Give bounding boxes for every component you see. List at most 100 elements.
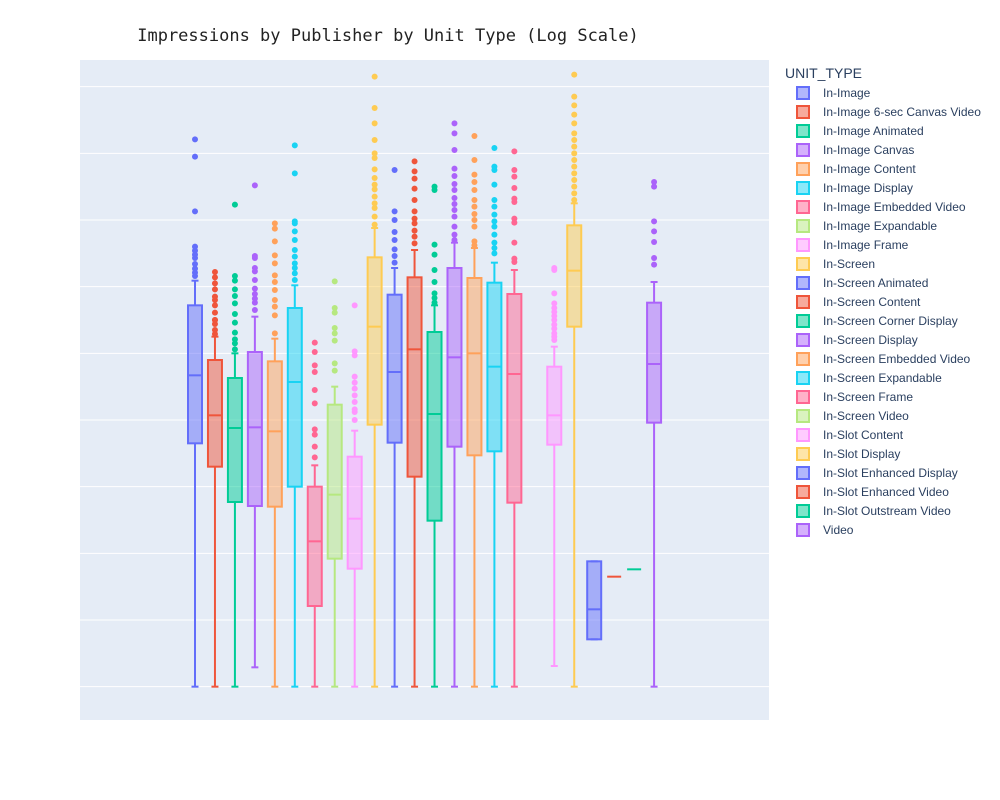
outlier-point [371,213,378,220]
legend-item[interactable]: In-Screen Corner Display [796,314,958,328]
box-iqr [246,351,263,507]
legend-item[interactable]: In-Screen Display [796,333,918,347]
legend-swatch [796,86,810,100]
legend[interactable]: UNIT_TYPE In-Image In-Image 6-sec Canvas … [785,65,981,537]
legend-item[interactable]: Video [796,523,854,537]
box-in-screen-display[interactable] [446,120,463,688]
outlier-point [271,297,278,303]
legend-item[interactable]: In-Image Content [796,162,916,176]
legend-swatch [796,276,810,290]
outlier-point [351,406,358,413]
legend-item[interactable]: In-Image [796,86,871,100]
box-in-screen-animated[interactable] [386,167,403,688]
legend-swatch [796,219,810,233]
box-video[interactable] [646,179,663,688]
outlier-point [291,265,298,271]
outlier-point [451,147,458,153]
outlier-point [391,253,398,259]
outlier-point [431,290,438,297]
box-in-screen-expandable[interactable] [486,145,503,688]
box-in-image-display[interactable] [286,142,303,688]
box-iqr [326,403,343,560]
legend-item[interactable]: In-Image Canvas [796,143,914,157]
outlier-point [651,218,658,225]
outlier-point [451,223,458,230]
outlier-point [571,93,578,100]
box-in-image-content[interactable] [266,220,283,688]
legend-title: UNIT_TYPE [785,65,862,81]
legend-item[interactable]: In-Image Display [796,181,913,195]
legend-item[interactable]: In-Screen Frame [796,390,913,404]
legend-item[interactable]: In-Slot Content [796,428,904,442]
legend-item[interactable]: In-Screen Video [796,409,909,423]
outlier-point [571,130,578,137]
outlier-point [211,269,218,275]
outlier-point [471,187,478,193]
box-in-slot-content[interactable] [546,265,563,667]
outlier-point [371,186,378,193]
box-in-screen-content[interactable] [406,158,423,688]
box-in-image-embedded-video[interactable] [306,339,323,688]
box-in-image-6-sec-canvas-video[interactable] [206,269,223,688]
legend-label: In-Screen Animated [823,276,928,290]
box-in-slot-enhanced-display[interactable] [586,560,603,641]
outlier-point [231,300,238,307]
outlier-point [471,211,478,217]
legend-item[interactable]: In-Image 6-sec Canvas Video [796,105,981,119]
legend-item[interactable]: In-Screen Animated [796,276,928,290]
outlier-point [431,267,438,273]
outlier-point [271,287,278,293]
outlier-point [351,417,358,423]
outlier-point [571,157,578,163]
outlier-point [411,233,418,240]
box-in-screen-corner-display[interactable] [426,183,443,688]
legend-label: In-Screen Expandable [823,371,942,385]
outlier-point [271,272,278,279]
legend-item[interactable]: In-Screen Embedded Video [796,352,971,366]
outlier-point [391,208,398,215]
box-in-screen-frame[interactable] [506,148,523,688]
outlier-point [251,277,258,283]
box-in-image-expandable[interactable] [326,278,343,688]
outlier-point [331,305,338,311]
box-in-slot-display[interactable] [566,71,583,688]
legend-label: In-Image Content [823,162,916,176]
outlier-point [571,137,578,143]
outlier-point [251,291,258,297]
box-series [187,71,663,688]
outlier-point [551,290,558,297]
outlier-point [511,239,518,246]
outlier-point [231,346,238,353]
legend-item[interactable]: In-Image Expandable [796,219,937,233]
legend-item[interactable]: In-Slot Enhanced Display [796,466,958,480]
legend-item[interactable]: In-Image Animated [796,124,924,138]
box-in-screen[interactable] [366,73,383,688]
legend-item[interactable]: In-Screen Content [796,295,921,309]
outlier-point [351,348,358,355]
outlier-point [271,225,278,232]
outlier-point [471,238,478,245]
outlier-point [271,252,278,259]
legend-item[interactable]: In-Slot Outstream Video [796,504,951,518]
legend-label: In-Screen [823,257,875,271]
outlier-point [651,255,658,261]
legend-label: In-Slot Content [823,428,904,442]
outlier-point [251,295,258,302]
box-in-image-canvas[interactable] [246,182,263,669]
box-in-image[interactable] [187,136,203,688]
box-in-image-frame[interactable] [346,302,363,688]
legend-item[interactable]: In-Slot Display [796,447,900,461]
outlier-point [451,181,458,187]
box-in-image-animated[interactable] [226,201,243,688]
legend-item[interactable]: In-Image Embedded Video [796,200,966,214]
legend-item[interactable]: In-Image Frame [796,238,909,252]
outlier-point [451,120,458,127]
legend-label: In-Screen Corner Display [823,314,958,328]
legend-item[interactable]: In-Slot Enhanced Video [796,485,949,499]
legend-item[interactable]: In-Screen Expandable [796,371,942,385]
box-in-screen-embedded-video[interactable] [466,133,483,688]
outlier-point [311,349,318,355]
legend-item[interactable]: In-Screen [796,257,875,271]
outlier-point [251,253,258,259]
